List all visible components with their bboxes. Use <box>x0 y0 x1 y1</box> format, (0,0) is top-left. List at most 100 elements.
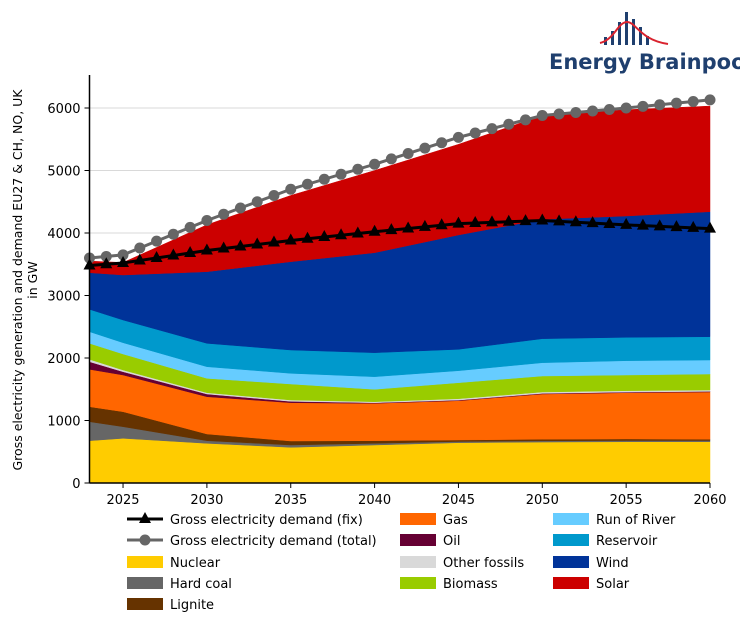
demand-total-marker <box>553 108 565 120</box>
demand-total-marker <box>151 235 163 247</box>
demand-fix-marker <box>670 220 683 232</box>
legend-label-wind: Wind <box>596 556 629 571</box>
demand-total-marker <box>167 228 179 240</box>
y-tick-label: 6000 <box>47 102 80 117</box>
demand-fix-marker <box>653 219 666 231</box>
demand-total-marker <box>536 110 548 121</box>
legend-label-other-fossils: Other fossils <box>443 556 524 571</box>
demand-fix-marker <box>150 251 163 262</box>
demand-total-marker <box>704 94 716 106</box>
y-tick-label: 4000 <box>47 227 80 242</box>
legend-label-run-of-river: Run of River <box>596 513 676 528</box>
legend-swatch-gas <box>400 513 436 525</box>
legend-label-oil: Oil <box>443 534 460 549</box>
demand-total-marker <box>452 131 464 143</box>
demand-fix-marker <box>620 217 633 229</box>
y-axis-label-line1: Gross electricity generation and demand … <box>10 89 25 471</box>
demand-fix-marker <box>167 248 180 260</box>
area-nuclear <box>89 438 711 484</box>
demand-total-marker <box>302 178 314 190</box>
demand-fix-marker <box>234 239 247 251</box>
demand-fix-marker <box>217 241 230 253</box>
demand-total-marker <box>218 208 230 220</box>
legend: Gross electricity demand (fix) Gross elec… <box>127 512 676 613</box>
y-axis-label: Gross electricity generation and demand … <box>10 89 40 471</box>
demand-total-marker <box>134 242 146 254</box>
legend-label-solar: Solar <box>596 577 630 592</box>
demand-fix-marker <box>418 219 431 231</box>
demand-fix-marker <box>100 257 113 269</box>
x-tick-label: 2060 <box>693 493 726 508</box>
legend-label-hard-coal: Hard coal <box>170 577 232 592</box>
demand-fix-marker <box>335 228 348 240</box>
demand-fix-marker <box>536 213 549 225</box>
logo-text: Energy Brainpool <box>549 50 740 74</box>
x-tick-label: 2025 <box>106 493 139 508</box>
demand-fix-marker <box>553 214 566 226</box>
demand-total-marker <box>318 173 330 185</box>
x-tick-label: 2035 <box>274 493 307 508</box>
x-tick-label: 2030 <box>190 493 223 508</box>
demand-fix-marker <box>368 224 381 236</box>
x-tick-label: 2050 <box>526 493 559 508</box>
demand-fix-marker <box>687 220 700 232</box>
demand-total-marker <box>520 114 532 126</box>
demand-total-marker <box>251 196 263 208</box>
demand-fix-marker <box>267 235 280 247</box>
demand-total-marker <box>201 215 213 226</box>
demand-total-marker <box>670 97 682 109</box>
demand-total-marker <box>620 102 632 114</box>
x-tick-label: 2045 <box>442 493 475 508</box>
demand-fix-marker <box>251 237 264 249</box>
demand-total-marker <box>100 250 112 262</box>
demand-fix-marker <box>502 214 515 226</box>
area-solar <box>89 105 711 276</box>
y-tick-label: 3000 <box>47 290 80 305</box>
demand-total-marker <box>402 148 414 159</box>
stacked-areas <box>89 105 711 484</box>
demand-fix-marker <box>469 216 482 227</box>
demand-fix-marker <box>402 221 415 233</box>
legend-swatch-wind <box>553 556 589 568</box>
demand-fix-marker <box>351 226 364 238</box>
demand-fix-marker <box>603 217 616 228</box>
legend-label-reservoir: Reservoir <box>596 534 658 549</box>
legend-label-gross-electricity-demand-fix-: Gross electricity demand (fix) <box>170 513 363 528</box>
legend-triangle-icon <box>139 512 151 523</box>
demand-total-marker <box>570 107 582 118</box>
demand-total-marker <box>184 221 196 233</box>
demand-total-marker <box>654 99 666 111</box>
legend-swatch-lignite <box>127 598 163 610</box>
demand-total-marker <box>268 190 280 201</box>
legend-label-lignite: Lignite <box>170 598 214 613</box>
y-tick-label: 2000 <box>47 352 80 367</box>
demand-fix-marker <box>704 221 716 233</box>
legend-swatch-run-of-river <box>553 513 589 525</box>
demand-total-marker <box>335 168 347 180</box>
demand-fix-marker <box>200 243 213 255</box>
x-tick-label: 2040 <box>358 493 391 508</box>
demand-total-marker <box>369 158 381 170</box>
demand-total-marker <box>603 104 615 115</box>
demand-total-marker <box>419 142 431 154</box>
legend-label-gross-electricity-demand-total-: Gross electricity demand (total) <box>170 534 377 549</box>
legend-label-gas: Gas <box>443 513 468 528</box>
demand-fix-marker <box>586 216 599 228</box>
demand-total-marker <box>486 123 498 135</box>
demand-fix-marker <box>435 218 448 230</box>
x-tick-label: 2055 <box>610 493 643 508</box>
legend-swatch-solar <box>553 577 589 589</box>
demand-fix-marker <box>117 256 130 267</box>
legend-swatch-nuclear <box>127 556 163 568</box>
y-tick-label: 5000 <box>47 165 80 180</box>
demand-total-marker <box>234 202 246 214</box>
demand-total-marker <box>637 100 649 112</box>
legend-swatch-oil <box>400 534 436 546</box>
demand-fix-marker <box>385 223 398 235</box>
legend-label-biomass: Biomass <box>443 577 498 592</box>
demand-fix-marker <box>636 218 649 230</box>
y-axis-label-line2: in GW <box>25 261 40 298</box>
legend-swatch-hard-coal <box>127 577 163 589</box>
demand-total-marker <box>352 163 364 175</box>
